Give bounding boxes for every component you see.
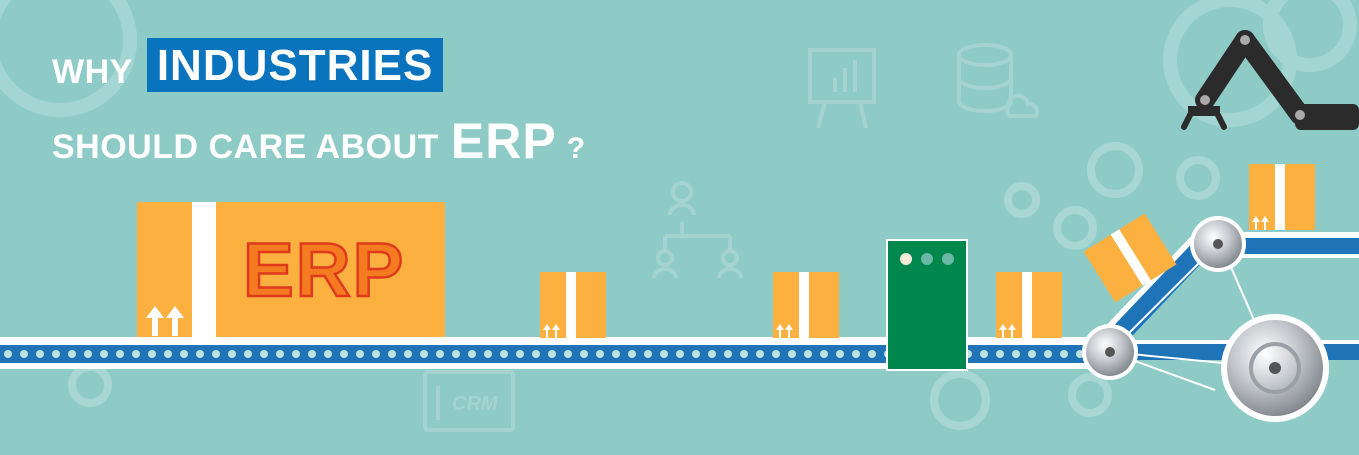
conveyor-bead (996, 350, 1004, 358)
conveyor-bead (372, 350, 380, 358)
headline-should-care: SHOULD CARE ABOUT (52, 128, 439, 166)
conveyor-bead (292, 350, 300, 358)
erp-box-label: ERP (243, 228, 405, 313)
conveyor-bead (356, 350, 364, 358)
conveyor-bead (980, 350, 988, 358)
conveyor-bead (340, 350, 348, 358)
conveyor-bead (420, 350, 428, 358)
conveyor-bead (740, 350, 748, 358)
headline-question-mark: ? (566, 132, 586, 165)
crm-card-icon (423, 370, 515, 432)
conveyor-bead (580, 350, 588, 358)
database-cloud-icon (957, 43, 1040, 118)
conveyor-bead (260, 350, 268, 358)
conveyor-bead (756, 350, 764, 358)
conveyor-bead (612, 350, 620, 358)
conveyor-bead (548, 350, 556, 358)
headline-why: WHY (52, 52, 133, 91)
conveyor-bead (484, 350, 492, 358)
conveyor-bead (708, 350, 716, 358)
product-box (540, 272, 606, 338)
conveyor-bead (516, 350, 524, 358)
conveyor-bead (100, 350, 108, 358)
product-box (773, 272, 839, 338)
erp-box (137, 202, 445, 337)
conveyor-bead (836, 350, 844, 358)
conveyor-bead (4, 350, 12, 358)
conveyor-bead (116, 350, 124, 358)
conveyor-bead (676, 350, 684, 358)
conveyor-bead (564, 350, 572, 358)
conveyor-bead (868, 350, 876, 358)
conveyor-bead (644, 350, 652, 358)
conveyor-bead (244, 350, 252, 358)
robot-arm-icon (1181, 30, 1359, 130)
conveyor-bead (52, 350, 60, 358)
conveyor-bead (228, 350, 236, 358)
conveyor-bead (308, 350, 316, 358)
conveyor-bead (468, 350, 476, 358)
conveyor-bead (68, 350, 76, 358)
conveyor-bead (404, 350, 412, 358)
conveyor-bead (36, 350, 44, 358)
conveyor-bead (180, 350, 188, 358)
tilted-box (1083, 213, 1177, 303)
conveyor-bead (196, 350, 204, 358)
product-box (1249, 164, 1315, 230)
conveyor-bead (1028, 350, 1036, 358)
conveyor-bead (692, 350, 700, 358)
conveyor-bead (452, 350, 460, 358)
conveyor-bead (388, 350, 396, 358)
headline-erp: ERP (450, 113, 557, 169)
conveyor-bead (532, 350, 540, 358)
headline-industries: INDUSTRIES (146, 38, 444, 92)
conveyor-bead (500, 350, 508, 358)
org-chart-icon (652, 181, 743, 279)
conveyor-bead (212, 350, 220, 358)
background-gear-icon (0, 0, 1357, 127)
conveyor-bead (772, 350, 780, 358)
gear-icon (1082, 216, 1329, 422)
conveyor-bead (324, 350, 332, 358)
conveyor-bead (596, 350, 604, 358)
chart-board-icon (808, 48, 876, 129)
conveyor-bead (132, 350, 140, 358)
conveyor-bead (628, 350, 636, 358)
conveyor-bead (788, 350, 796, 358)
background-gear-icon (68, 142, 1220, 430)
conveyor-bead (164, 350, 172, 358)
sorting-machine (886, 239, 968, 371)
conveyor-bead (852, 350, 860, 358)
crm-label: CRM (452, 393, 499, 415)
conveyor-bead (148, 350, 156, 358)
conveyor-bead (804, 350, 812, 358)
headline: WHY INDUSTRIES SHOULD CARE ABOUT ERP ? (52, 38, 585, 169)
conveyor-bead (436, 350, 444, 358)
conveyor-bead (1060, 350, 1068, 358)
product-box (996, 272, 1062, 338)
conveyor-bead (1012, 350, 1020, 358)
conveyor-bead (84, 350, 92, 358)
conveyor-bead (660, 350, 668, 358)
conveyor-bead (1044, 350, 1052, 358)
conveyor-bead (276, 350, 284, 358)
conveyor-bead (20, 350, 28, 358)
conveyor-bead (724, 350, 732, 358)
conveyor-bead (820, 350, 828, 358)
